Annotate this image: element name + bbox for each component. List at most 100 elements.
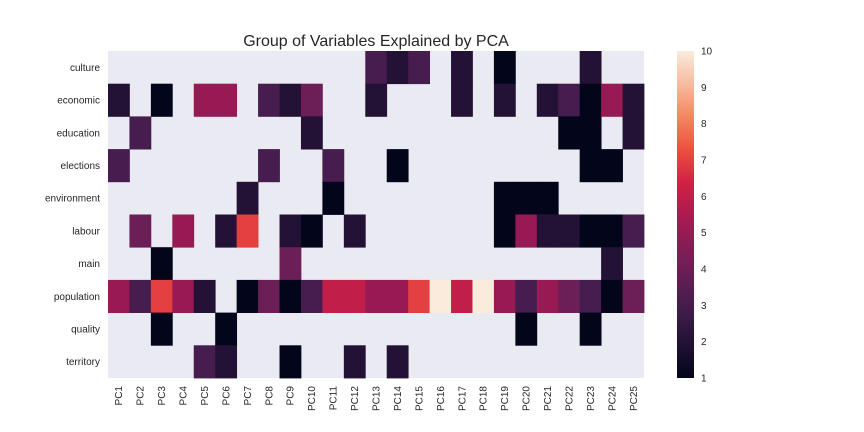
heatmap-cell [236,181,259,215]
heatmap-cell [451,51,473,85]
x-tick-label: PC8 [264,386,275,406]
heatmap-cell [215,83,238,117]
heatmap-cell [108,83,130,117]
heatmap-cell [622,279,645,313]
heatmap-cell [300,116,323,150]
heatmap-cell [279,83,302,117]
heatmap-cell [279,345,302,379]
heatmap-cell [515,312,538,346]
heatmap-cell [215,214,238,248]
heatmap-cell [601,247,623,281]
heatmap-cell [300,83,323,117]
x-tick-label: PC25 [629,386,640,411]
x-tick-label: PC21 [543,386,554,411]
heatmap-cell [279,247,302,281]
x-tick-label: PC19 [500,386,511,411]
x-tick-label: PC12 [350,386,361,411]
x-tick-label: PC18 [479,386,490,411]
heatmap-cell [322,181,345,215]
x-tick-label: PC10 [307,386,318,411]
y-tick-label: economic [57,96,100,107]
heatmap-cell [343,345,366,379]
heatmap-cell [279,279,302,313]
x-tick-label: PC4 [179,386,190,406]
x-tick-label: PC13 [372,386,383,411]
heatmap-cell [258,149,280,183]
y-tick-label: territory [66,357,100,368]
heatmap-cell [493,214,516,248]
heatmap-cell [408,51,430,85]
heatmap-cell [493,181,516,215]
heatmap-cell [236,214,259,248]
heatmap-cell [601,214,623,248]
heatmap-cell [601,149,623,183]
heatmap-cells [108,51,645,379]
heatmap-cell [515,214,538,248]
heatmap-cell [386,279,409,313]
x-tick-label: PC15 [414,386,425,411]
colorbar-tick-label: 9 [701,83,707,94]
x-tick-label: PC23 [586,386,597,411]
x-tick-label: PC7 [243,386,254,406]
heatmap-cell [622,116,645,150]
colorbar-tick-label: 10 [701,47,713,58]
heatmap-cell [108,149,130,183]
heatmap-cell [258,279,280,313]
x-tick-label: PC3 [157,386,168,406]
x-tick-label: PC1 [114,386,125,406]
colorbar-tick-label: 4 [701,265,707,276]
heatmap-cell [322,279,345,313]
heatmap-cell [558,83,581,117]
heatmap-cell [536,214,559,248]
heatmap-cell [300,214,323,248]
heatmap-cell [579,214,602,248]
heatmap-cell [258,83,280,117]
x-tick-label: PC24 [607,386,618,411]
x-tick-label: PC6 [221,386,232,406]
heatmap-cell [451,83,473,117]
heatmap-cell [493,279,516,313]
heatmap-cell [429,279,452,313]
colorbar: 1 2 3 4 5 6 7 8 9 10 [677,47,713,385]
colorbar-tick-label: 6 [701,192,707,203]
heatmap-cell [150,83,173,117]
heatmap-cell [579,83,602,117]
heatmap-cell [386,345,409,379]
heatmap-cell [300,279,323,313]
heatmap-cell [622,214,645,248]
heatmap-cell [579,51,602,85]
colorbar-tick-label: 7 [701,156,707,167]
colorbar-tick-label: 8 [701,119,707,130]
heatmap-cell [365,51,388,85]
heatmap-cell [451,279,473,313]
heatmap-cell [322,149,345,183]
heatmap-cell [193,83,216,117]
heatmap-cell [236,279,259,313]
heatmap-cell [129,279,152,313]
colorbar-tick-label: 1 [701,374,707,385]
heatmap-cell [579,116,602,150]
heatmap-cell [279,214,302,248]
heatmap-cell [622,83,645,117]
heatmap-cell [172,279,195,313]
heatmap-cell [515,181,538,215]
x-tick-label: PC22 [564,386,575,411]
x-tick-label: PC2 [136,386,147,406]
x-tick-label: PC17 [457,386,468,411]
x-tick-label: PC5 [200,386,211,406]
colorbar-tick-label: 5 [701,228,707,239]
heatmap-cell [150,247,173,281]
heatmap-cell [386,51,409,85]
heatmap-cell [150,312,173,346]
heatmap-cell [193,345,216,379]
x-tick-label: PC11 [329,386,340,411]
heatmap-cell [536,181,559,215]
heatmap-cell [129,116,152,150]
heatmap-cell [365,279,388,313]
heatmap-cell [536,83,559,117]
heatmap-cell [558,116,581,150]
heatmap-cell [493,83,516,117]
heatmap-cell [108,279,130,313]
heatmap-cell [601,83,623,117]
